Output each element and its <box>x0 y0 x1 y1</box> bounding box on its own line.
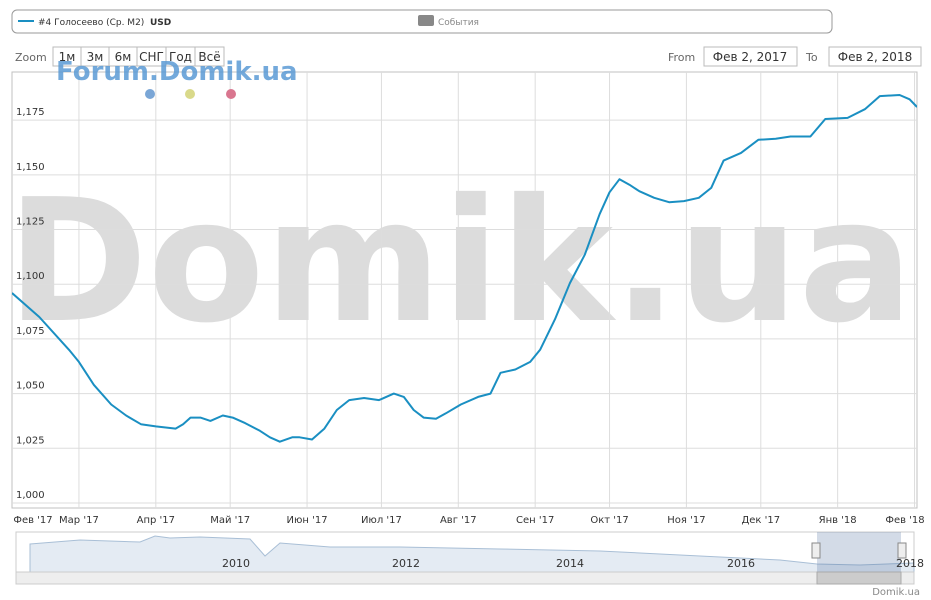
events-swatch <box>418 15 434 26</box>
y-tick-label: 1,000 <box>16 490 45 501</box>
dot <box>185 89 195 99</box>
navigator-label: 2012 <box>392 557 420 570</box>
from-value: Фев 2, 2017 <box>713 50 787 64</box>
forum-watermark: Forum.Domik.ua <box>56 57 298 87</box>
x-tick-label: Окт '17 <box>590 515 628 526</box>
credit[interactable]: Domik.ua <box>872 587 920 598</box>
scrollbar[interactable] <box>15 571 915 585</box>
to-input[interactable] <box>828 46 922 67</box>
x-tick-label: Фев '17 <box>13 515 52 526</box>
plot-area <box>11 71 918 509</box>
watermark: Domik.ua <box>7 163 914 361</box>
zoom-button-label: 3м <box>87 50 104 64</box>
navigator-label: 2014 <box>556 557 584 570</box>
x-tick-label: Авг '17 <box>440 515 477 526</box>
x-tick-label: Май '17 <box>210 515 250 526</box>
x-tick-label: Сен '17 <box>516 515 554 526</box>
x-tick-label: Фев '18 <box>885 515 924 526</box>
zoom-button-label: Всё <box>198 50 220 64</box>
y-tick-label: 1,150 <box>16 162 45 173</box>
navigator-label: 2010 <box>222 557 250 570</box>
zoom-button[interactable] <box>194 46 225 67</box>
zoom-label: Zoom <box>15 51 47 64</box>
legend-label[interactable]: #4 Голосеево (Ср. M2) <box>38 18 144 28</box>
handle[interactable] <box>897 542 907 559</box>
zoom-button-label: СНГ <box>139 50 164 64</box>
y-tick-label: 1,125 <box>16 217 45 228</box>
from-input[interactable] <box>703 46 798 67</box>
legend-unit: USD <box>150 18 171 28</box>
x-tick-label: Мар '17 <box>59 515 99 526</box>
navigator-label: 2018 <box>896 557 924 570</box>
to-label: To <box>805 51 818 64</box>
y-tick-label: 1,025 <box>16 435 45 446</box>
series-line <box>12 94 917 443</box>
navigator-label: 2016 <box>727 557 755 570</box>
zoom-button-label: Год <box>169 50 192 64</box>
x-tick-label: Дек '17 <box>741 515 780 526</box>
x-tick-label: Янв '18 <box>819 515 857 526</box>
dot <box>145 89 155 99</box>
from-label: From <box>668 51 695 64</box>
x-tick-label: Июн '17 <box>287 515 328 526</box>
x-tick-label: Ноя '17 <box>667 515 705 526</box>
scrollbar-thumb[interactable] <box>816 571 902 585</box>
y-tick-label: 1,100 <box>16 271 45 282</box>
handle[interactable] <box>811 542 821 559</box>
events-label[interactable]: События <box>438 18 479 28</box>
to-value: Фев 2, 2018 <box>838 50 912 64</box>
y-tick-label: 1,175 <box>16 107 45 118</box>
zoom-button-label: 6м <box>115 50 132 64</box>
x-tick-label: Июл '17 <box>361 515 402 526</box>
navigator-mask[interactable] <box>817 532 901 572</box>
y-tick-label: 1,050 <box>16 381 45 392</box>
dot <box>226 89 236 99</box>
navigator-series <box>29 535 915 573</box>
y-tick-label: 1,075 <box>16 326 45 337</box>
zoom-button-label: 1м <box>59 50 76 64</box>
x-tick-label: Апр '17 <box>137 515 175 526</box>
